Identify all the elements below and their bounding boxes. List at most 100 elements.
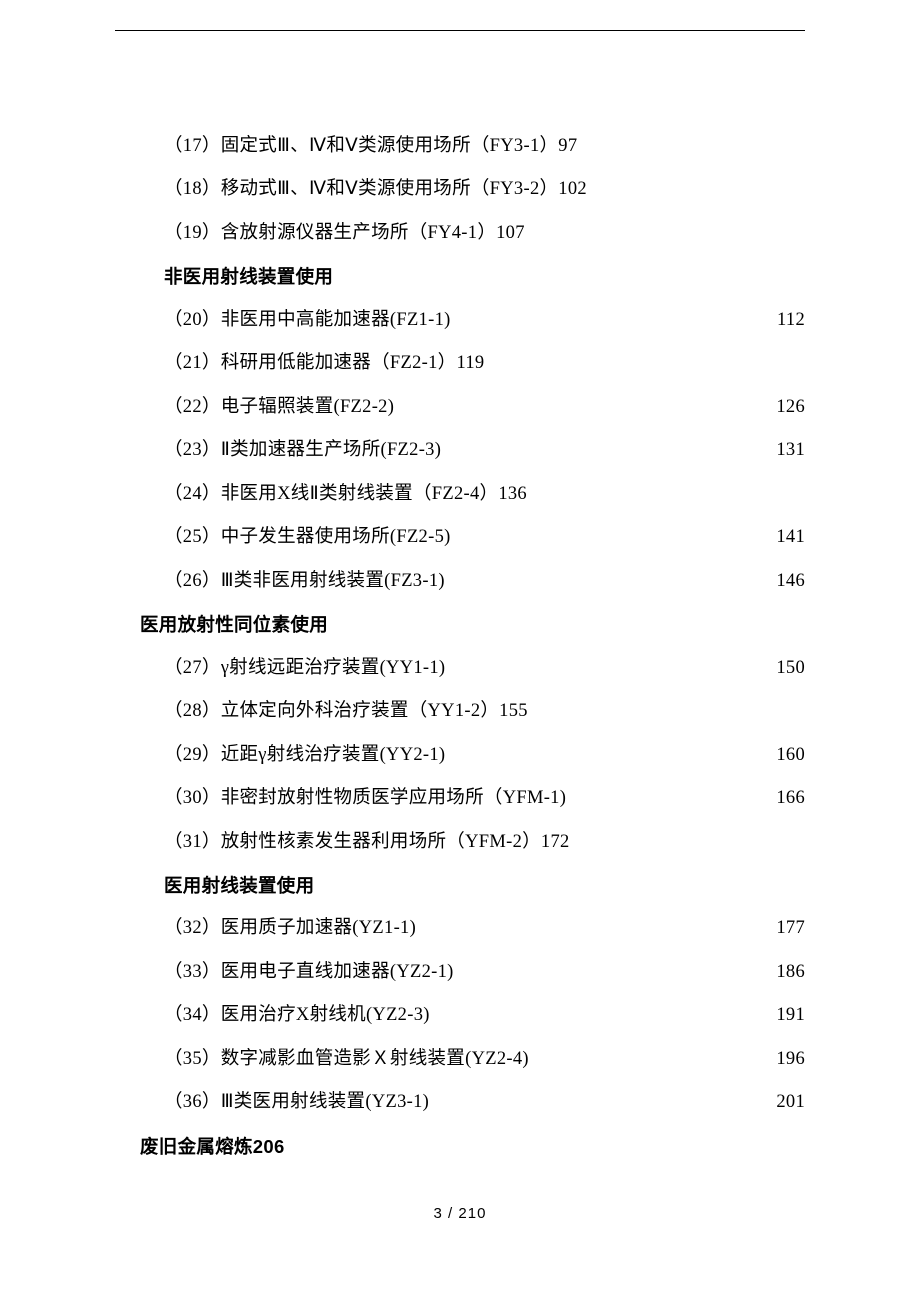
- entry-text: 含放射源仪器生产场所（FY4-1）107: [221, 212, 525, 255]
- entry-text: 数字减影血管造影Ｘ射线装置(YZ2-4): [221, 1038, 529, 1081]
- total-pages-number: 210: [458, 1205, 486, 1222]
- toc-entry: （25）中子发生器使用场所(FZ2-5) 141: [140, 516, 805, 559]
- entry-number: （28）: [140, 690, 221, 733]
- entry-spacer: [445, 560, 765, 603]
- entry-page-number: 112: [765, 299, 805, 342]
- entry-spacer: [430, 994, 765, 1037]
- entry-page-number: 166: [765, 777, 805, 820]
- entry-spacer: [577, 125, 765, 168]
- entry-page-number: 146: [765, 560, 805, 603]
- entry-spacer: [394, 386, 765, 429]
- entry-spacer: [525, 212, 765, 255]
- entry-page-number: 160: [765, 734, 805, 777]
- entry-page-number: [765, 212, 805, 255]
- entry-page-number: [765, 690, 805, 733]
- entry-number: （18）: [140, 168, 221, 211]
- toc-entry: （31）放射性核素发生器利用场所（YFM-2）172: [140, 821, 805, 864]
- entry-text: 移动式Ⅲ、Ⅳ和Ⅴ类源使用场所（FY3-2）102: [221, 168, 587, 211]
- entry-spacer: [527, 473, 765, 516]
- entry-spacer: [587, 168, 765, 211]
- entry-page-number: 196: [765, 1038, 805, 1081]
- entry-page-number: [765, 473, 805, 516]
- section-header: 医用放射性同位素使用: [140, 603, 805, 646]
- entry-page-number: [765, 342, 805, 385]
- entry-text: 中子发生器使用场所(FZ2-5): [221, 516, 451, 559]
- entry-spacer: [445, 734, 765, 777]
- entry-text: 医用治疗X射线机(YZ2-3): [221, 994, 430, 1037]
- entry-number: （17）: [140, 125, 221, 168]
- entry-spacer: [484, 342, 765, 385]
- entry-number: （20）: [140, 299, 221, 342]
- entry-page-number: 186: [765, 951, 805, 994]
- entry-text: 非密封放射性物质医学应用场所（YFM-1): [221, 777, 566, 820]
- entry-number: （24）: [140, 473, 221, 516]
- entry-number: （31）: [140, 821, 221, 864]
- toc-entry: （21）科研用低能加速器（FZ2-1）119: [140, 342, 805, 385]
- toc-entry: （22）电子辐照装置(FZ2-2)126: [140, 386, 805, 429]
- entry-number: （25）: [140, 516, 221, 559]
- page-separator: /: [443, 1205, 459, 1222]
- entry-spacer: [454, 951, 765, 994]
- section-header: 废旧金属熔炼206: [140, 1125, 805, 1168]
- entry-number: （26）: [140, 560, 221, 603]
- entry-number: （35）: [140, 1038, 221, 1081]
- toc-entry: （24）非医用X线Ⅱ类射线装置（FZ2-4）136: [140, 473, 805, 516]
- toc-entry: （35）数字减影血管造影Ｘ射线装置(YZ2-4) 196: [140, 1038, 805, 1081]
- entry-page-number: [765, 125, 805, 168]
- entry-text: 电子辐照装置(FZ2-2): [221, 386, 394, 429]
- entry-page-number: 201: [765, 1081, 805, 1124]
- entry-number: （33）: [140, 951, 221, 994]
- toc-entry: （34）医用治疗X射线机(YZ2-3)191: [140, 994, 805, 1037]
- entry-spacer: [451, 516, 765, 559]
- entry-spacer: [416, 907, 765, 950]
- entry-page-number: 131: [765, 429, 805, 472]
- toc-entry: （20）非医用中高能加速器(FZ1-1) 112: [140, 299, 805, 342]
- entry-number: （32）: [140, 907, 221, 950]
- entry-text: 放射性核素发生器利用场所（YFM-2）172: [221, 821, 570, 864]
- entry-text: 非医用中高能加速器(FZ1-1): [221, 299, 451, 342]
- document-page: （17）固定式Ⅲ、Ⅳ和Ⅴ类源使用场所（FY3-1）97（18）移动式Ⅲ、Ⅳ和Ⅴ类…: [0, 0, 920, 1302]
- entry-spacer: [529, 1038, 765, 1081]
- entry-spacer: [528, 690, 765, 733]
- entry-text: 非医用X线Ⅱ类射线装置（FZ2-4）136: [221, 473, 527, 516]
- toc-entry: （30）非密封放射性物质医学应用场所（YFM-1) 166: [140, 777, 805, 820]
- entry-text: 近距γ射线治疗装置(YY2-1): [221, 734, 446, 777]
- entry-page-number: 177: [765, 907, 805, 950]
- header-rule: [115, 30, 805, 31]
- toc-entry: （18）移动式Ⅲ、Ⅳ和Ⅴ类源使用场所（FY3-2）102: [140, 168, 805, 211]
- entry-number: （23）: [140, 429, 221, 472]
- entry-page-number: 150: [765, 647, 805, 690]
- entry-text: Ⅱ类加速器生产场所(FZ2-3): [221, 429, 441, 472]
- table-of-contents: （17）固定式Ⅲ、Ⅳ和Ⅴ类源使用场所（FY3-1）97（18）移动式Ⅲ、Ⅳ和Ⅴ类…: [140, 125, 805, 1168]
- entry-number: （29）: [140, 734, 221, 777]
- entry-number: （30）: [140, 777, 221, 820]
- page-footer: 3 / 210: [0, 1205, 920, 1222]
- toc-entry: （36）Ⅲ类医用射线装置(YZ3-1)201: [140, 1081, 805, 1124]
- toc-entry: （17）固定式Ⅲ、Ⅳ和Ⅴ类源使用场所（FY3-1）97: [140, 125, 805, 168]
- entry-text: 医用电子直线加速器(YZ2-1): [221, 951, 454, 994]
- entry-text: Ⅲ类医用射线装置(YZ3-1): [221, 1081, 429, 1124]
- entry-spacer: [566, 777, 765, 820]
- toc-entry: （32）医用质子加速器(YZ1-1)177: [140, 907, 805, 950]
- section-header: 医用射线装置使用: [140, 864, 805, 907]
- entry-spacer: [429, 1081, 765, 1124]
- toc-entry: （27）γ射线远距治疗装置(YY1-1)150: [140, 647, 805, 690]
- entry-number: （19）: [140, 212, 221, 255]
- entry-spacer: [445, 647, 765, 690]
- toc-entry: （26）Ⅲ类非医用射线装置(FZ3-1)146: [140, 560, 805, 603]
- entry-number: （21）: [140, 342, 221, 385]
- toc-entry: （33）医用电子直线加速器(YZ2-1) 186: [140, 951, 805, 994]
- toc-entry: （29）近距γ射线治疗装置(YY2-1) 160: [140, 734, 805, 777]
- current-page-number: 3: [434, 1205, 443, 1222]
- entry-page-number: 141: [765, 516, 805, 559]
- entry-page-number: [765, 168, 805, 211]
- entry-spacer: [441, 429, 765, 472]
- entry-text: 立体定向外科治疗装置（YY1-2）155: [221, 690, 528, 733]
- entry-spacer: [451, 299, 765, 342]
- entry-text: γ射线远距治疗装置(YY1-1): [221, 647, 446, 690]
- entry-page-number: 191: [765, 994, 805, 1037]
- entry-text: 固定式Ⅲ、Ⅳ和Ⅴ类源使用场所（FY3-1）97: [221, 125, 578, 168]
- entry-page-number: [765, 821, 805, 864]
- toc-entry: （28）立体定向外科治疗装置（YY1-2）155: [140, 690, 805, 733]
- entry-spacer: [570, 821, 765, 864]
